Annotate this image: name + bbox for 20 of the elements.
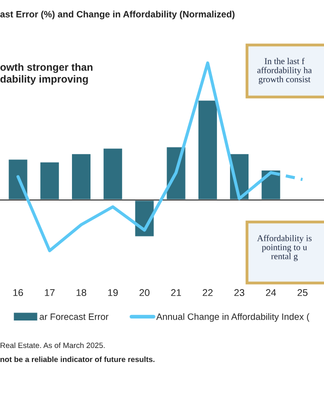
- x-tick-label: 16: [13, 289, 23, 296]
- x-tick-label: 20: [140, 289, 150, 296]
- bar: [70, 152, 92, 201]
- x-tick-label: 25: [298, 289, 308, 296]
- bar: [197, 99, 218, 201]
- chart-title: ast Error (%) and Change in Affordability (Normalized): [0, 10, 234, 20]
- x-tick-label: 22: [202, 289, 213, 296]
- legend-label: ar Forecast Error: [40, 314, 108, 320]
- x-tick-label: 23: [234, 289, 244, 296]
- annotation: owth stronger than dability improving: [0, 63, 92, 85]
- annotation: Affordability is pointing to u rental g: [257, 234, 312, 262]
- annotation: In the last f affordability ha growth consist: [257, 58, 312, 84]
- x-tick-label: 18: [76, 289, 86, 296]
- x-tick-label: 19: [108, 289, 118, 296]
- x-tick-label: 17: [44, 289, 55, 296]
- x-tick-label: 21: [171, 289, 181, 296]
- legend-label: Annual Change in Affordability Index (: [156, 313, 310, 322]
- bar: [38, 160, 60, 201]
- bar: [102, 147, 124, 201]
- x-tick-label: 24: [266, 289, 276, 296]
